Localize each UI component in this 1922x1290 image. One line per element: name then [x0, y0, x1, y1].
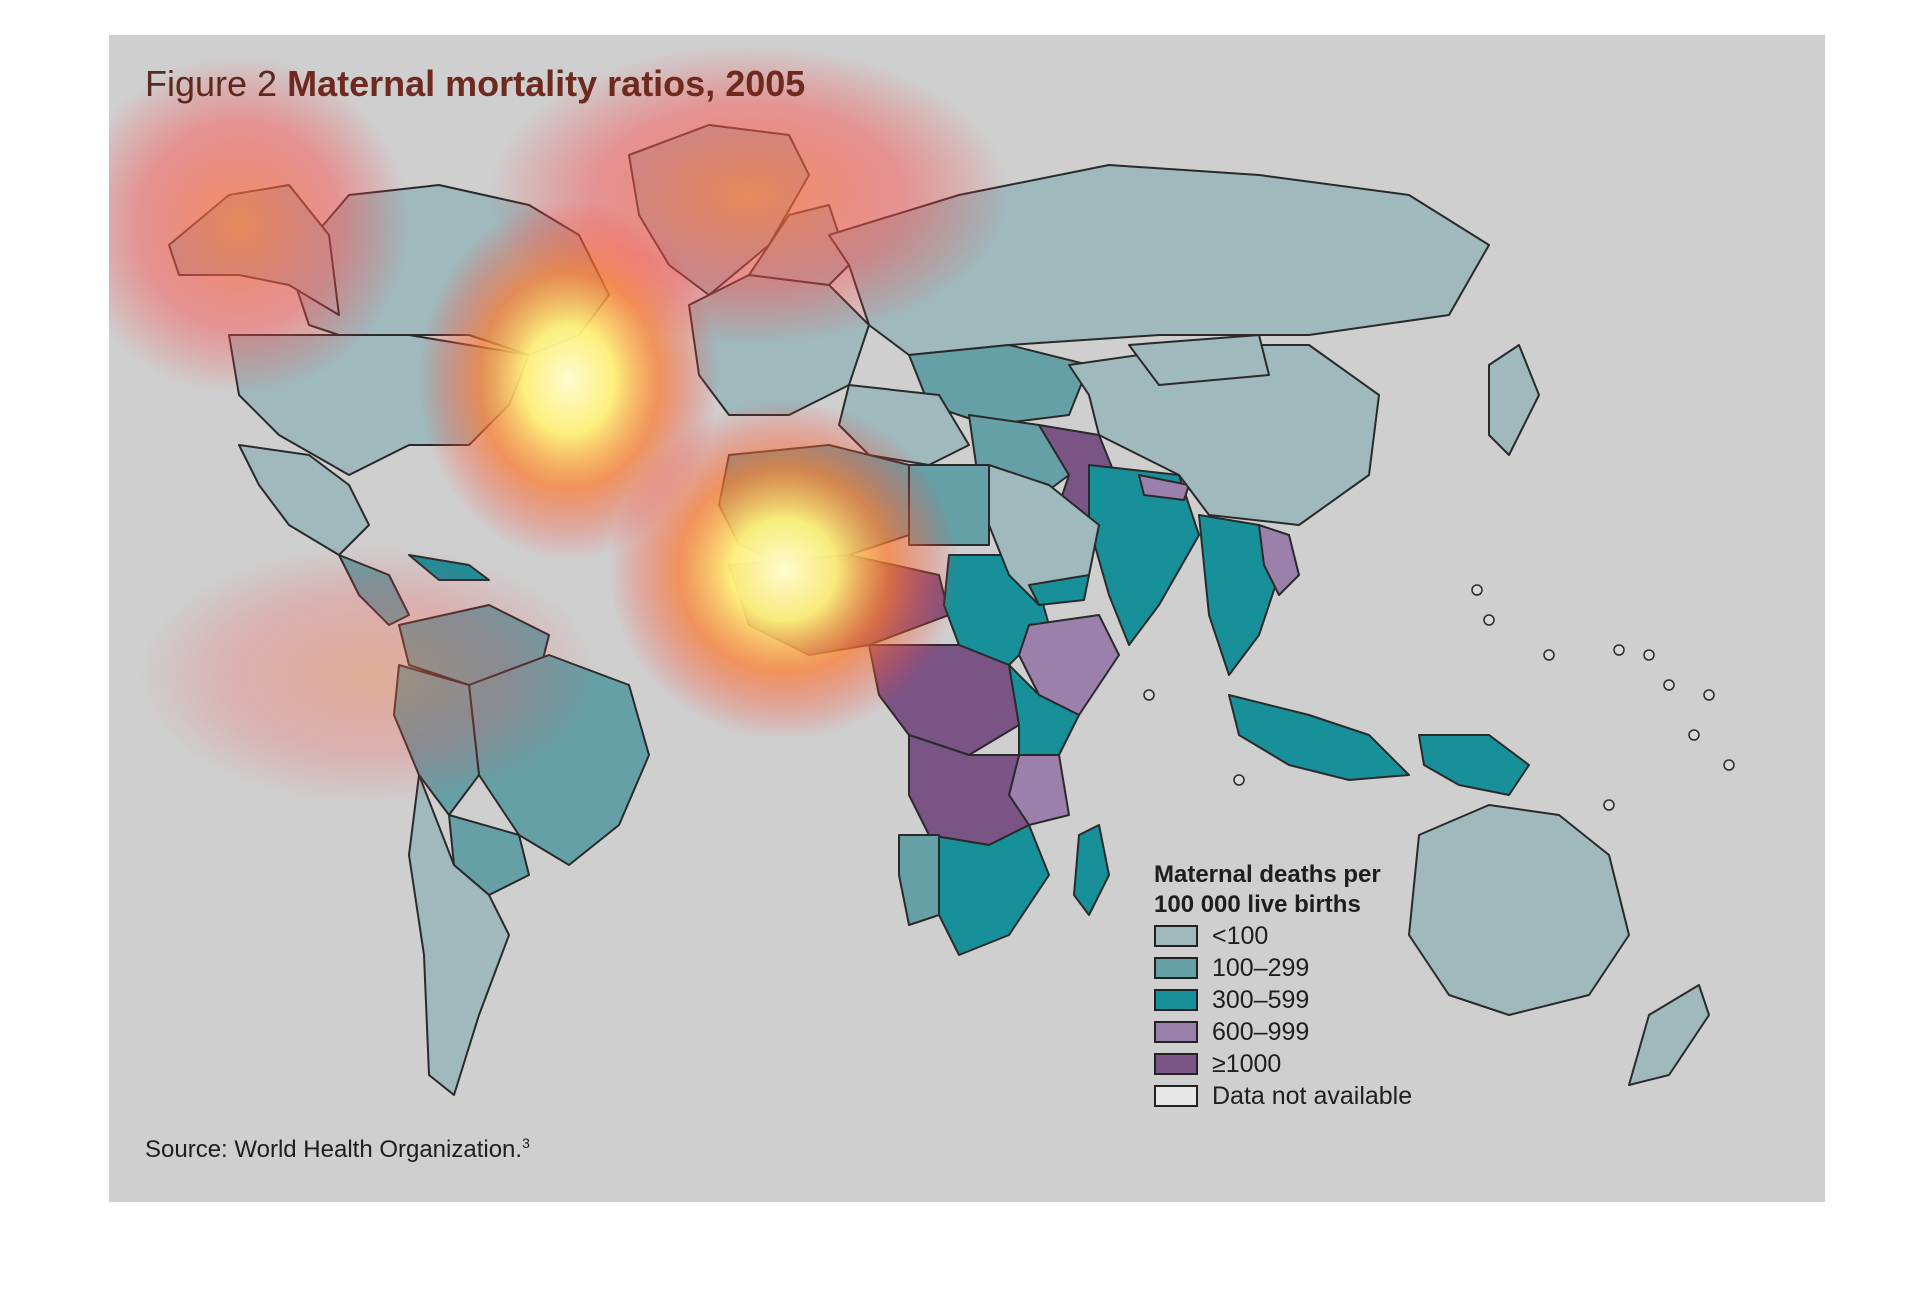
legend-label: 100–299: [1212, 953, 1310, 982]
island-marker: [1703, 689, 1715, 701]
legend-swatch: [1154, 957, 1198, 979]
region-china: [1068, 344, 1380, 526]
island-marker: [1143, 689, 1155, 701]
source-note: Source: World Health Organization.3: [145, 1135, 530, 1164]
heatmap-blob-pacific: [139, 545, 599, 805]
region-mongolia: [1128, 334, 1270, 386]
legend-swatch: [1154, 925, 1198, 947]
legend-swatch: [1154, 1021, 1198, 1043]
region-yemen: [1028, 574, 1090, 606]
legend-title-line-2: 100 000 live births: [1154, 891, 1361, 918]
source-reference: 3: [522, 1135, 530, 1151]
region-bolivia-paraguay: [448, 814, 530, 896]
legend-label: Data not available: [1212, 1081, 1413, 1110]
legend-label: ≥1000: [1212, 1049, 1282, 1078]
figure-label: Figure 2: [145, 63, 278, 104]
legend-title: Maternal deaths per 100 000 live births: [1154, 860, 1474, 920]
legend-label: 300–599: [1212, 985, 1310, 1014]
region-australia: [1408, 804, 1630, 1016]
region-namibia: [898, 834, 940, 926]
legend-item: Data not available: [1154, 1080, 1474, 1112]
legend-item: <100: [1154, 920, 1474, 952]
island-marker: [1663, 679, 1675, 691]
region-laos: [1258, 524, 1300, 596]
island-marker: [1603, 799, 1615, 811]
heatmap-blob-west-africa: [609, 400, 959, 740]
island-marker: [1723, 759, 1735, 771]
legend: Maternal deaths per 100 000 live births …: [1154, 860, 1474, 1112]
legend-label: <100: [1212, 921, 1269, 950]
region-new-zealand: [1628, 984, 1710, 1086]
figure-heading: Maternal mortality ratios, 2005: [287, 63, 806, 104]
world-map: [109, 45, 1735, 1096]
island-marker: [1543, 649, 1555, 661]
legend-title-line-1: Maternal deaths per: [1154, 861, 1381, 888]
legend-item: 300–599: [1154, 984, 1474, 1016]
figure-title: Figure 2 Maternal mortality ratios, 2005: [145, 63, 805, 105]
legend-swatch: [1154, 1085, 1198, 1107]
region-madagascar: [1073, 824, 1110, 916]
region-nepal: [1138, 474, 1190, 501]
source-text: Source: World Health Organization.: [145, 1136, 523, 1163]
legend-item: 600–999: [1154, 1016, 1474, 1048]
heatmap-blob-alaska: [109, 55, 409, 395]
legend-swatch: [1154, 1053, 1198, 1075]
region-mexico: [238, 444, 370, 556]
legend-swatch: [1154, 989, 1198, 1011]
island-marker: [1613, 644, 1625, 656]
region-southern-africa: [928, 824, 1050, 956]
attention-heatmap-overlay: [109, 45, 1009, 805]
map-panel: Figure 2 Maternal mortality ratios, 2005 …: [109, 35, 1825, 1202]
island-marker: [1233, 774, 1245, 786]
legend-label: 600–999: [1212, 1017, 1310, 1046]
island-marker: [1471, 584, 1483, 596]
island-marker: [1688, 729, 1700, 741]
legend-item: 100–299: [1154, 952, 1474, 984]
island-marker: [1483, 614, 1495, 626]
legend-item: ≥1000: [1154, 1048, 1474, 1080]
island-marker: [1643, 649, 1655, 661]
region-southern-cone: [408, 774, 510, 1096]
region-japan: [1488, 344, 1540, 456]
region-papua-new-guinea: [1418, 734, 1530, 796]
region-indonesia: [1228, 694, 1410, 781]
